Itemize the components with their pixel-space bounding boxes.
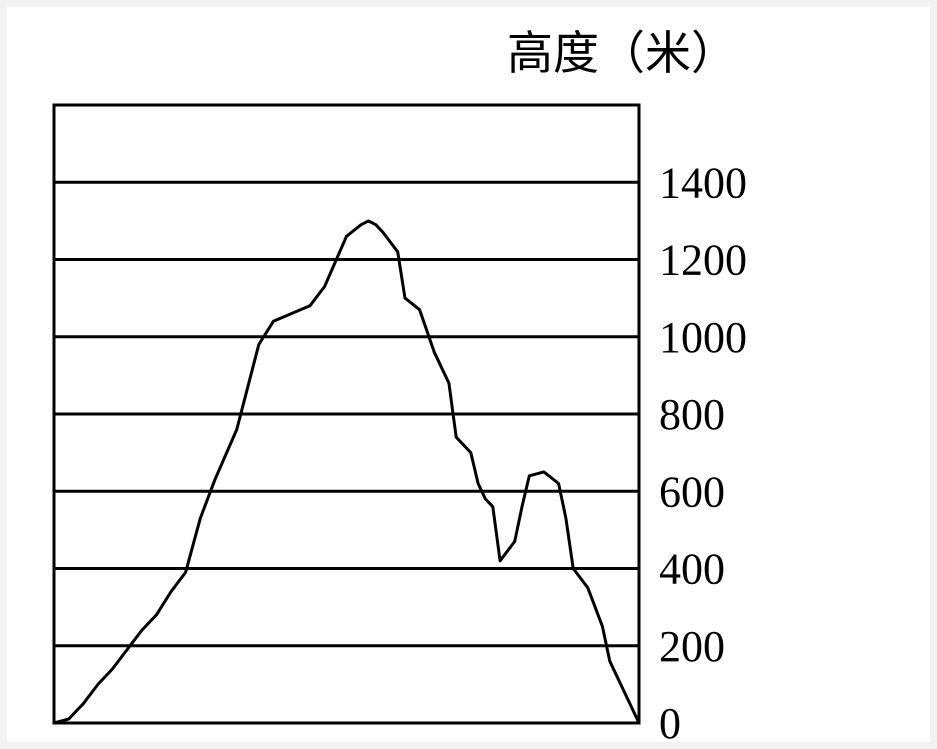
y-tick-label: 400: [659, 545, 725, 594]
y-axis-label: 高度（米）: [507, 26, 737, 80]
y-tick-label: 0: [659, 699, 681, 742]
y-tick-label: 1200: [659, 236, 747, 285]
elevation-profile-chart: 1400 1200 1000 800 600 400 200 0 高度（米）: [52, 26, 747, 742]
y-tick-labels: 1400 1200 1000 800 600 400 200 0: [659, 158, 747, 742]
y-tick-label: 800: [659, 390, 725, 439]
gridlines: [54, 180, 639, 648]
mountain-profile-line: [53, 219, 641, 725]
y-tick-label: 200: [659, 622, 725, 671]
y-tick-label: 1400: [659, 158, 747, 207]
y-tick-label: 600: [659, 467, 725, 516]
y-tick-label: 1000: [659, 313, 747, 362]
figure-frame: 1400 1200 1000 800 600 400 200 0 高度（米）: [7, 7, 930, 742]
